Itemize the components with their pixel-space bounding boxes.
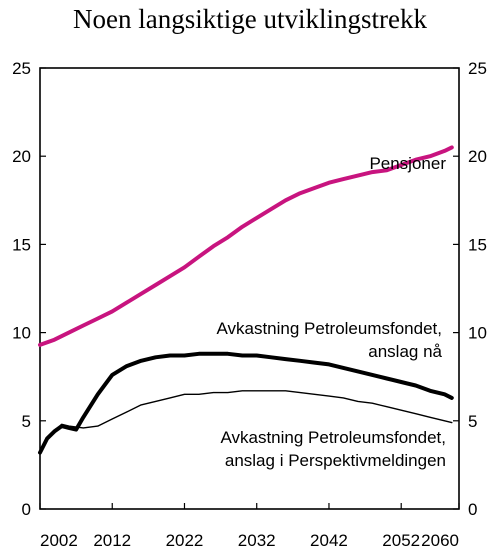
series-label-pensjoner: Pensjoner (369, 154, 446, 173)
y-tick-label-left: 20 (12, 147, 31, 166)
y-tick-label-left: 10 (12, 324, 31, 343)
y-tick-label-right: 0 (468, 500, 477, 519)
y-tick-label-left: 15 (12, 235, 31, 254)
y-tick-label-right: 25 (468, 59, 487, 78)
ticks-layer: 0 0 5 5 10 10 15 15 20 20 25 25 2002 2012 2022 2032 2042… (12, 59, 487, 550)
y-tick-label-left: 0 (22, 500, 31, 519)
series-layer (38, 145, 454, 455)
y-tick-label-left: 25 (12, 59, 31, 78)
y-tick-label-right: 20 (468, 147, 487, 166)
x-tick-label: 2042 (310, 531, 348, 550)
plot-frame (39, 67, 460, 510)
series-label-anslag-naa-line2: anslag nå (368, 342, 442, 361)
series-label-perspektiv-line1: Avkastning Petroleumsfondet, (220, 428, 446, 447)
chart-title: Noen langsiktige utviklingstrekk (73, 4, 427, 34)
y-tick-label-right: 10 (468, 324, 487, 343)
x-tick-label: 2060 (421, 531, 459, 550)
x-tick-label: 2032 (238, 531, 276, 550)
y-tick-label-left: 5 (22, 412, 31, 431)
series-label-anslag-naa-line1: Avkastning Petroleumsfondet, (216, 319, 442, 338)
series-line-perspektivmeldingen (39, 390, 453, 454)
x-tick-label: 2002 (40, 531, 78, 550)
series-label-perspektiv-line2: anslag i Perspektivmeldingen (225, 451, 446, 470)
y-tick-label-right: 5 (468, 412, 477, 431)
x-tick-label: 2022 (166, 531, 204, 550)
series-line-pensjoner (38, 145, 454, 347)
y-tick-label-right: 15 (468, 235, 487, 254)
x-tick-label: 2012 (93, 531, 131, 550)
x-tick-label: 2052 (382, 531, 420, 550)
series-line-anslag-naa (38, 351, 454, 455)
